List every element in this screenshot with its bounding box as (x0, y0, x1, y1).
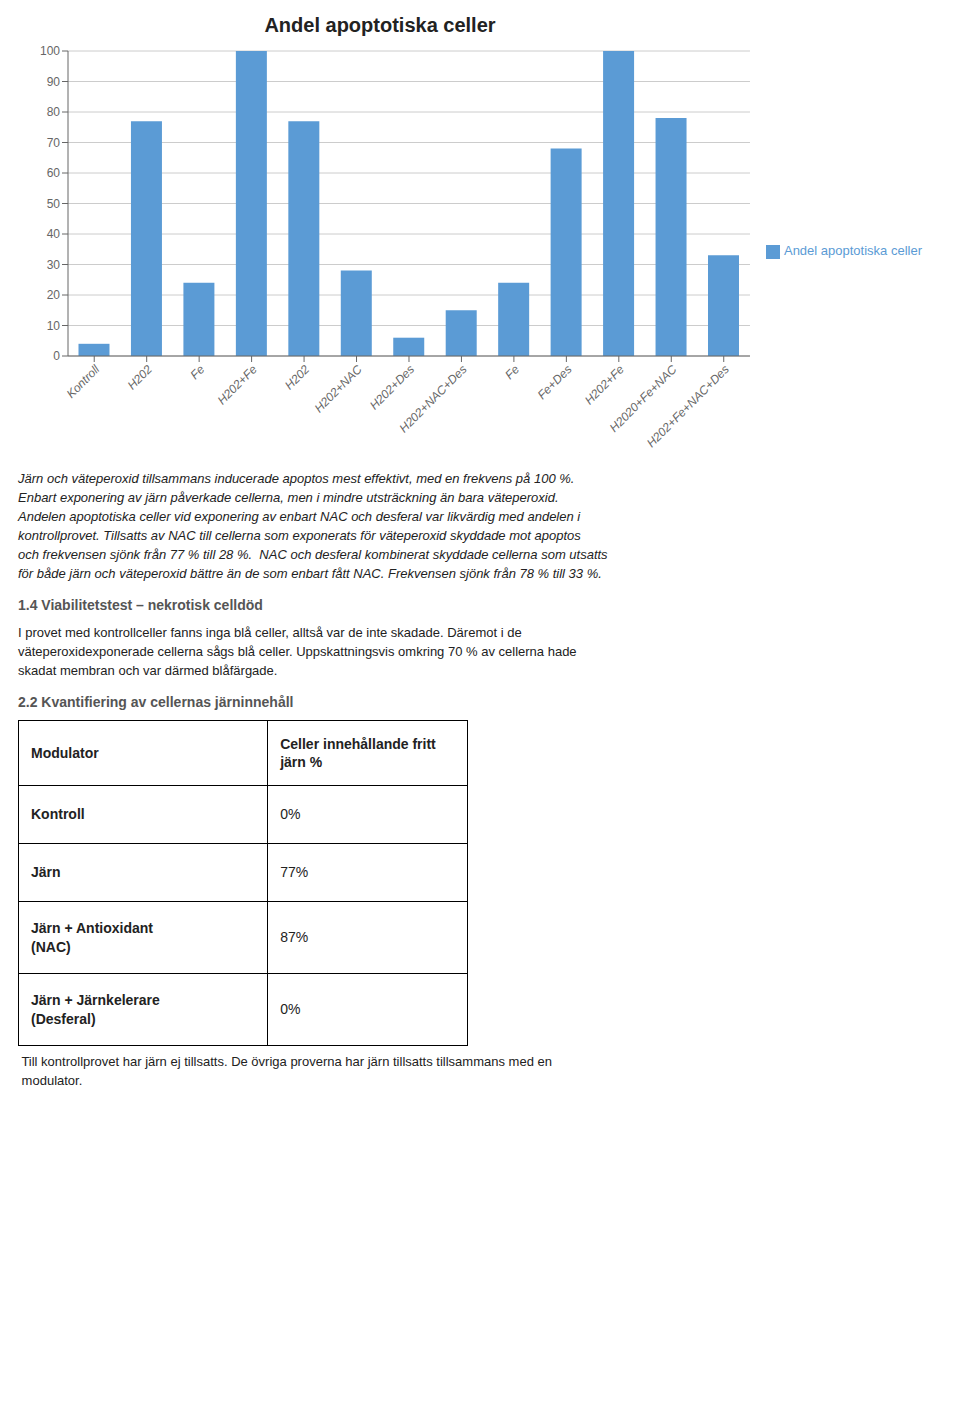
html-text:1.4 Viabilitetstest – nekrotis: 1.4 Viabilitetstest – nekrotisk celldöd (18, 597, 263, 613)
svg-text:0: 0 (53, 349, 60, 363)
svg-text:100: 100 (40, 44, 60, 58)
html-text:Andel apoptotiska celler: Andel apoptotiska celler (264, 14, 496, 36)
html-text:väteperoxidexponerade cellerna: väteperoxidexponerade cellerna sågs blå … (18, 644, 577, 659)
html-text:Järn + Antioxidant (NAC): Järn + Antioxidant (NAC) (31, 920, 153, 955)
html-text:Järn och väteperoxid tillsamma: Järn och väteperoxid tillsammans inducer… (18, 471, 575, 486)
html-text:Järn: Järn (31, 864, 61, 881)
svg-text:80: 80 (47, 105, 61, 119)
svg-text:H202: H202 (282, 362, 312, 392)
svg-text:H202: H202 (125, 362, 155, 392)
svg-text:Fe+Des: Fe+Des (535, 362, 575, 402)
html-text:kontrollprovet. Tillsatts av N: kontrollprovet. Tillsatts av NAC till ce… (18, 528, 581, 543)
html-text:modulator.: modulator. (18, 1073, 83, 1088)
html-text:Andel apoptotiska celler: Andel apoptotiska celler (784, 243, 922, 259)
svg-text:Kontroll: Kontroll (64, 362, 103, 401)
html-text:0%: 0% (280, 806, 301, 823)
html-text:0%: 0% (280, 1001, 301, 1018)
html-text:77%: 77% (280, 864, 309, 881)
html-text:Kontroll: Kontroll (31, 806, 85, 823)
svg-text:10: 10 (47, 319, 61, 333)
svg-text:H202+Fe: H202+Fe (582, 362, 627, 407)
html-text:87%: 87% (280, 929, 309, 946)
svg-text:H202+NAC: H202+NAC (312, 362, 365, 415)
html-text:skadat membran och var därmed: skadat membran och var därmed blåfärgade… (18, 663, 278, 678)
svg-text:60: 60 (47, 166, 61, 180)
svg-text:Fe: Fe (187, 362, 207, 382)
svg-text:40: 40 (47, 227, 61, 241)
html-text:Till kontrollprovet har järn e: Till kontrollprovet har järn ej tillsatt… (18, 1054, 552, 1069)
svg-text:Fe: Fe (502, 362, 522, 382)
svg-text:20: 20 (47, 288, 61, 302)
html-text:Celler innehållande fritt järn: Celler innehållande fritt järn % (280, 735, 436, 770)
html-text:2.2 Kvantifiering av cellernas: 2.2 Kvantifiering av cellernas järninneh… (18, 694, 294, 710)
svg-text:H202+Fe+NAC+Des: H202+Fe+NAC+Des (644, 362, 732, 450)
html-text:Enbart exponering av järn påve: Enbart exponering av järn påverkade cell… (18, 490, 559, 505)
svg-text:H202+Des: H202+Des (367, 362, 417, 412)
html-text:Järn + Järnkelerare (Desferal): Järn + Järnkelerare (Desferal) (31, 992, 160, 1027)
svg-text:70: 70 (47, 136, 61, 150)
svg-text:H2020+Fe+NAC: H2020+Fe+NAC (606, 362, 680, 435)
svg-text:90: 90 (47, 75, 61, 89)
html-text:Modulator: Modulator (31, 744, 99, 761)
svg-text:H202+NAC+Des: H202+NAC+Des (396, 362, 469, 435)
html-text:för både järn och väteperoxid: för både järn och väteperoxid bättre än … (18, 566, 602, 581)
svg-text:30: 30 (47, 258, 61, 272)
svg-text:H202+Fe: H202+Fe (215, 362, 260, 407)
html-text:I provet med kontrollceller fa: I provet med kontrollceller fanns inga b… (18, 625, 522, 640)
html-text:och frekvensen sjönk från 77 %: och frekvensen sjönk från 77 % till 28 %… (18, 547, 608, 562)
html-text:Andelen apoptotiska celler vid: Andelen apoptotiska celler vid exponerin… (18, 509, 581, 524)
svg-text:50: 50 (47, 197, 61, 211)
